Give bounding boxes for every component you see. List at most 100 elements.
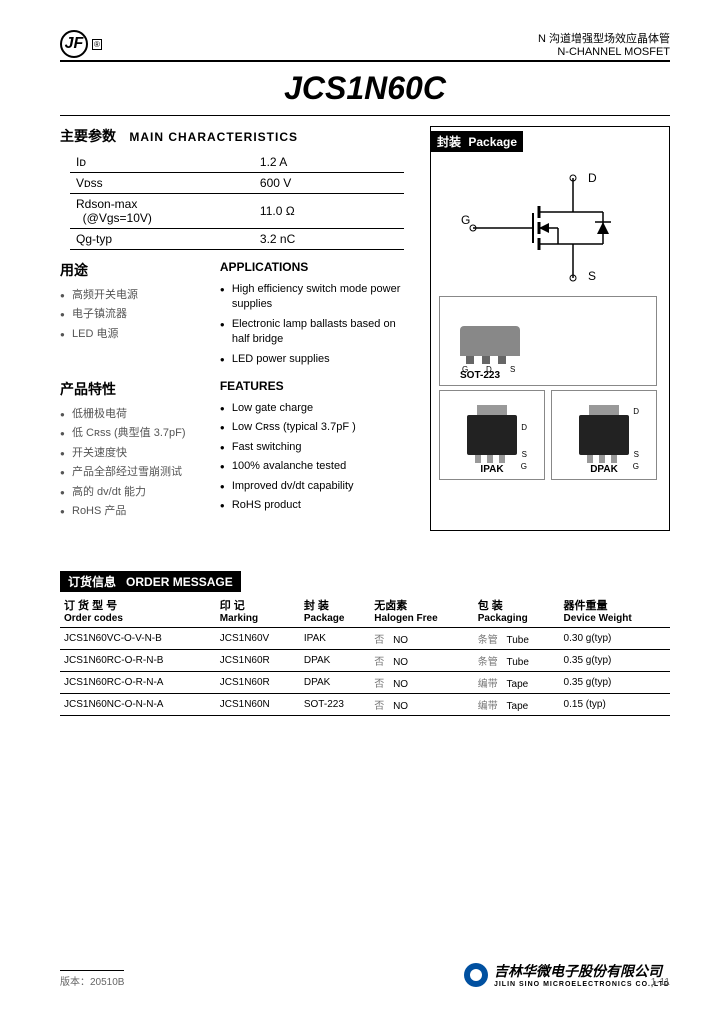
left-column: 主要参数 MAIN CHARACTERISTICS Iᴅ1.2 A Vᴅss60… bbox=[60, 126, 412, 531]
cell-pkg: DPAK bbox=[300, 672, 370, 694]
package-sot223: G D S SOT-223 bbox=[439, 296, 657, 386]
col-packaging: 包 装Packaging bbox=[474, 594, 560, 628]
list-item: 高的 dv/dt 能力 bbox=[60, 483, 208, 502]
company: 吉林华微电子股份有限公司 JILIN SINO MICROELECTRONICS… bbox=[464, 961, 670, 988]
value: 1.2 A bbox=[254, 152, 404, 173]
main-characteristics-title: 主要参数 MAIN CHARACTERISTICS bbox=[60, 126, 412, 146]
value: 11.0 Ω bbox=[254, 194, 404, 229]
features-section: 产品特性 低栅极电荷 低 Cʀss (典型值 3.7pF) 开关速度快 产品全部… bbox=[60, 379, 412, 521]
pin-s: S bbox=[510, 365, 515, 374]
order-table: 订 货 型 号Order codes 印 记Marking 封 装Package… bbox=[60, 594, 670, 716]
cell-weight: 0.30 g(typ) bbox=[560, 628, 670, 650]
param: Rdson-max (@Vgs=10V) bbox=[70, 194, 254, 229]
cell-pkg: DPAK bbox=[300, 650, 370, 672]
col-marking: 印 记Marking bbox=[216, 594, 300, 628]
header-subtitle: N 沟道增强型场效应晶体管 N-CHANNEL MOSFET bbox=[538, 30, 670, 58]
package-label: DPAK bbox=[590, 464, 618, 475]
pin-g: G bbox=[633, 462, 639, 471]
cell-packaging: 编带 Tape bbox=[474, 672, 560, 694]
cell-halogen: 否 NO bbox=[370, 650, 473, 672]
cell-mark: JCS1N60R bbox=[216, 672, 300, 694]
value: 600 V bbox=[254, 173, 404, 194]
page-number: 1-11 bbox=[651, 977, 670, 988]
pin-d: D bbox=[521, 423, 527, 432]
mosfet-schematic: D G S bbox=[443, 168, 657, 288]
package-panel: 封装 Package D G bbox=[430, 126, 670, 531]
list-item: 低栅极电荷 bbox=[60, 405, 208, 424]
cell-mark: JCS1N60V bbox=[216, 628, 300, 650]
package-title-en: Package bbox=[468, 135, 517, 149]
pin-d: D bbox=[633, 407, 639, 416]
dpak-icon: D S G bbox=[579, 415, 629, 455]
list-item: Low gate charge bbox=[220, 399, 412, 418]
cell-code: JCS1N60RC-O-R-N-B bbox=[60, 650, 216, 672]
page-header: JF ® N 沟道增强型场效应晶体管 N-CHANNEL MOSFET bbox=[60, 30, 670, 62]
cell-halogen: 否 NO bbox=[370, 628, 473, 650]
package-title-cn: 封装 bbox=[437, 135, 461, 149]
company-cn: 吉林华微电子股份有限公司 bbox=[494, 963, 662, 979]
features-list-en: Low gate charge Low Cʀss (typical 3.7pF … bbox=[220, 399, 412, 515]
list-item: 产品全部经过雪崩测试 bbox=[60, 463, 208, 482]
cell-packaging: 条管 Tube bbox=[474, 628, 560, 650]
list-item: RoHS 产品 bbox=[60, 502, 208, 521]
header-cn: N 沟道增强型场效应晶体管 bbox=[538, 30, 670, 46]
param: Iᴅ bbox=[70, 152, 254, 173]
list-item: 开关速度快 bbox=[60, 444, 208, 463]
table-row: JCS1N60VC-O-V-N-BJCS1N60VIPAK否 NO条管 Tube… bbox=[60, 628, 670, 650]
table-row: Rdson-max (@Vgs=10V)11.0 Ω bbox=[70, 194, 404, 229]
cell-weight: 0.35 g(typ) bbox=[560, 672, 670, 694]
svg-text:S: S bbox=[588, 269, 596, 283]
value: 3.2 nC bbox=[254, 229, 404, 250]
table-row: JCS1N60RC-O-R-N-BJCS1N60RDPAK否 NO条管 Tube… bbox=[60, 650, 670, 672]
cell-pkg: IPAK bbox=[300, 628, 370, 650]
cell-packaging: 编带 Tape bbox=[474, 694, 560, 716]
cell-code: JCS1N60VC-O-V-N-B bbox=[60, 628, 216, 650]
col-package: 封 装Package bbox=[300, 594, 370, 628]
param: Qg-typ bbox=[70, 229, 254, 250]
list-item: Fast switching bbox=[220, 438, 412, 457]
col-weight: 器件重量Device Weight bbox=[560, 594, 670, 628]
applications-list-cn: 高频开关电源 电子镇流器 LED 电源 bbox=[60, 286, 208, 344]
cell-halogen: 否 NO bbox=[370, 694, 473, 716]
table-row: Vᴅss600 V bbox=[70, 173, 404, 194]
version: 版本：20510B bbox=[60, 970, 124, 988]
package-row: D S G IPAK D S G DPAK bbox=[439, 390, 661, 480]
list-item: RoHS product bbox=[220, 496, 412, 515]
divider bbox=[60, 115, 670, 116]
list-item: Low Cʀss (typical 3.7pF ) bbox=[220, 418, 412, 437]
list-item: 100% avalanche tested bbox=[220, 457, 412, 476]
cell-weight: 0.35 g(typ) bbox=[560, 650, 670, 672]
table-row: JCS1N60RC-O-R-N-AJCS1N60RDPAK否 NO编带 Tape… bbox=[60, 672, 670, 694]
list-item: LED power supplies bbox=[220, 350, 412, 369]
cell-mark: JCS1N60N bbox=[216, 694, 300, 716]
list-item: 电子镇流器 bbox=[60, 305, 208, 324]
order-title: 订货信息 ORDER MESSAGE bbox=[60, 571, 241, 592]
cell-code: JCS1N60NC-O-N-N-A bbox=[60, 694, 216, 716]
header-en: N-CHANNEL MOSFET bbox=[538, 46, 670, 58]
applications-title-en: APPLICATIONS bbox=[220, 260, 412, 274]
list-item: 低 Cʀss (典型值 3.7pF) bbox=[60, 424, 208, 443]
part-number: JCS1N60C bbox=[60, 70, 670, 107]
registered-icon: ® bbox=[92, 39, 102, 50]
order-title-cn: 订货信息 bbox=[68, 575, 116, 589]
cell-packaging: 条管 Tube bbox=[474, 650, 560, 672]
package-ipak: D S G IPAK bbox=[439, 390, 545, 480]
list-item: High efficiency switch mode power suppli… bbox=[220, 280, 412, 315]
title-en: MAIN CHARACTERISTICS bbox=[129, 130, 298, 144]
main-content: 主要参数 MAIN CHARACTERISTICS Iᴅ1.2 A Vᴅss60… bbox=[60, 126, 670, 531]
logo-icon: JF bbox=[60, 30, 88, 58]
features-title-en: FEATURES bbox=[220, 379, 412, 393]
schematic-icon: D G S bbox=[443, 168, 663, 288]
svg-text:G: G bbox=[461, 213, 470, 227]
list-item: Improved dv/dt capability bbox=[220, 477, 412, 496]
package-label: SOT-223 bbox=[460, 370, 500, 381]
page-footer: 版本：20510B 吉林华微电子股份有限公司 JILIN SINO MICROE… bbox=[60, 961, 670, 988]
sot223-icon: G D S bbox=[460, 326, 520, 356]
title-cn: 主要参数 bbox=[60, 128, 116, 144]
company-logo-icon bbox=[464, 963, 488, 987]
list-item: LED 电源 bbox=[60, 325, 208, 344]
company-en: JILIN SINO MICROELECTRONICS CO.,LTD bbox=[494, 981, 670, 988]
cell-mark: JCS1N60R bbox=[216, 650, 300, 672]
package-title: 封装 Package bbox=[431, 131, 523, 152]
svg-text:D: D bbox=[588, 171, 597, 185]
